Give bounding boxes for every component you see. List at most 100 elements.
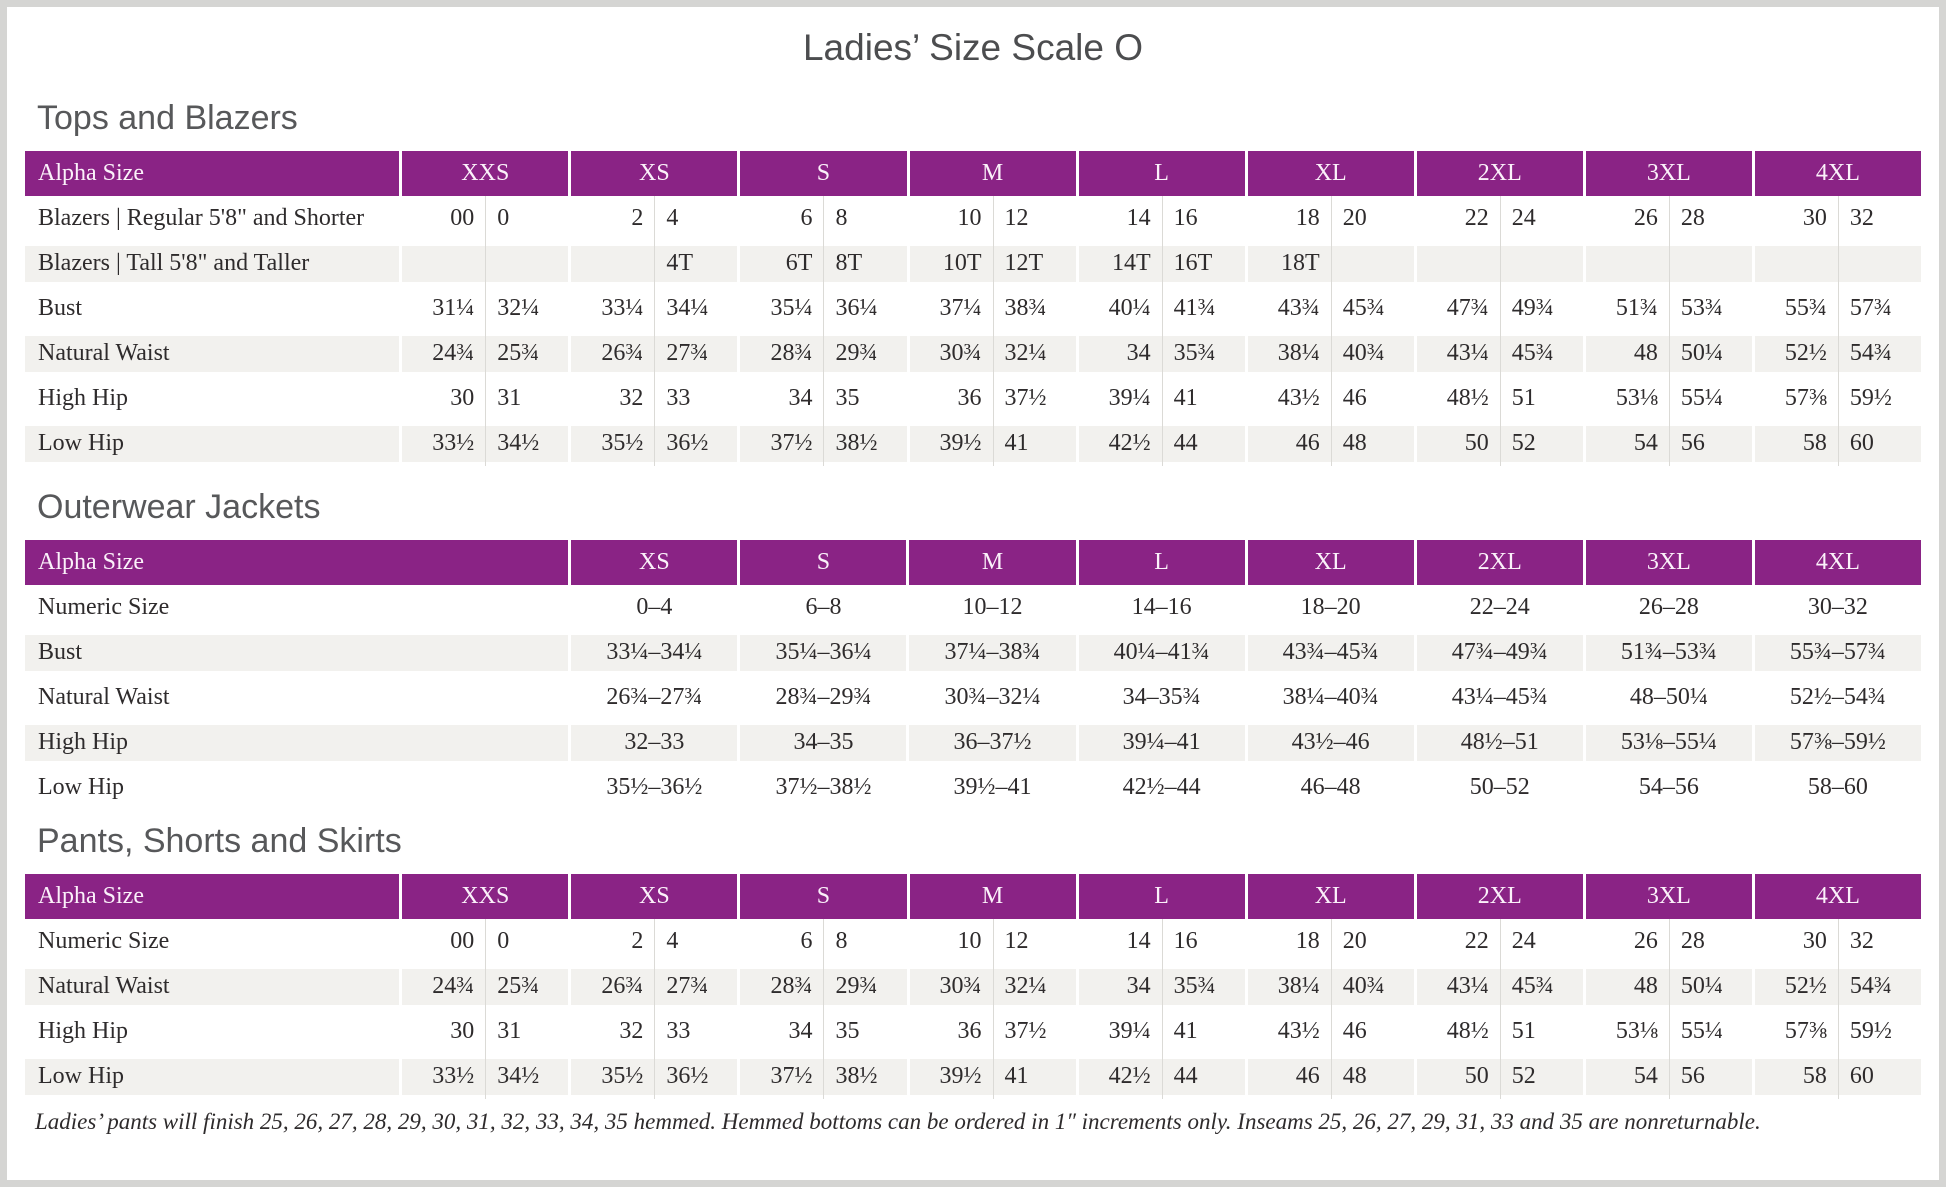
size-value-cell: 50¼ [1668,331,1752,376]
size-value-cell: 50–52 [1413,765,1583,810]
size-value-cell: 28¾ [770,973,813,999]
size-group: 28¾ 29¾ [737,964,906,1009]
size-value-cell: 43½ [1277,1018,1320,1044]
size-group: 43¼ 45¾ [1413,331,1583,376]
size-value-cell: 53¾ [1668,286,1752,331]
size-group: 55¾ 57¾ [1751,286,1921,331]
row-label-cell: Blazers | Regular 5'8" and Shorter [38,205,365,231]
size-value-cell: 30 [1802,928,1827,954]
size-value-cell [1668,241,1752,286]
page-title: Ladies’ Size Scale O [802,27,1144,68]
size-value-cell: 38¼ [1277,973,1320,999]
size-value-cell: 54–56 [1582,765,1752,810]
size-group: 30 31 [399,376,568,421]
size-value-cell: 22 [1464,205,1489,231]
size-group-header-cell: 4XL [1751,540,1921,585]
size-value-cell [1330,241,1414,286]
size-value-cell: 45¾ [1499,964,1583,1009]
size-value-cell: 10–12 [906,585,1075,630]
table-header-row: Alpha Size XXS XS S M L XL 2XL 3XL 4XL [25,874,1921,919]
size-value-cell: 30¾ [939,340,982,366]
size-group: 00 0 [399,196,568,241]
size-value-cell: 43¾–45¾ [1244,630,1414,675]
size-value-cell: 29¾ [823,331,906,376]
size-value-cell: 40¼–41¾ [1075,630,1245,675]
section-heading-tops-blazers: Tops and Blazers [37,99,298,137]
size-group [1413,241,1583,286]
size-group: 26¾ 27¾ [568,964,737,1009]
size-value-cell: 00 [450,205,475,231]
size-value-cell: 24¾ [432,340,475,366]
table-row: Natural Waist 24¾ 25¾ 26¾ 27¾ 28¾ 29¾ 30¾ 32¼ 34 3… [25,964,1921,1009]
size-group: 6T 8T [737,241,906,286]
size-table-pants-shorts-skirts: Alpha Size XXS XS S M L XL 2XL 3XL 4XL Numeric Siz… [25,874,1921,1099]
size-group: 14 16 [1075,196,1245,241]
size-value-cell: 16T [1161,241,1245,286]
size-value-cell: 35¾ [1161,964,1245,1009]
size-value-cell: 37½ [992,1009,1076,1054]
size-value-cell: 39½ [939,1063,982,1089]
size-value-cell [402,241,485,286]
size-value-cell: 57¾ [1837,286,1921,331]
size-value-cell: 39½–41 [906,765,1075,810]
size-value-cell: 39¼ [1108,385,1151,411]
size-value-cell: 30–32 [1751,585,1921,630]
size-group: 32 33 [568,376,737,421]
size-group-header-cell: 4XL [1751,874,1921,919]
table-row: Natural Waist 26¾–27¾ 28¾–29¾ 30¾–32¼ 34–35¾… [25,675,1921,720]
footnote: Ladies’ pants will finish 25, 26, 27, 28… [35,1109,1761,1134]
size-group: 43½ 46 [1244,376,1414,421]
size-value-cell: 43¼–45¾ [1413,675,1583,720]
size-group: 51¾ 53¾ [1582,286,1752,331]
size-group-header-cell: S [737,540,907,585]
size-value-cell: 10 [957,928,982,954]
size-value-cell: 32 [619,1018,644,1044]
size-group-header-cell: 4XL [1751,151,1921,196]
size-value-cell: 52 [1499,1054,1583,1099]
size-value-cell: 46 [1295,1063,1320,1089]
size-value-cell: 46 [1295,430,1320,456]
size-group: 46 48 [1244,1054,1414,1099]
size-value-cell: 14–16 [1075,585,1245,630]
size-value-cell: 43½–46 [1244,720,1414,765]
size-value-cell: 27¾ [654,331,737,376]
size-value-cell: 53⅛ [1615,1018,1658,1044]
size-group-header-cell: 2XL [1413,874,1583,919]
size-group: 30¾ 32¼ [906,964,1076,1009]
size-group-header-cell: 2XL [1413,540,1583,585]
table-header-row: Alpha Size XS S M L XL 2XL 3XL 4XL [25,540,1921,585]
size-group: 42½ 44 [1075,1054,1245,1099]
size-value-cell: 46 [1330,1009,1414,1054]
size-group: 33½ 34½ [399,1054,568,1099]
alpha-size-header-cell: Alpha Size [25,151,400,196]
size-group: 26¾ 27¾ [568,331,737,376]
size-value-cell: 10 [957,205,982,231]
size-group: 58 60 [1751,1054,1921,1099]
size-value-cell: 26¾ [601,973,644,999]
size-value-cell: 24 [1499,196,1583,241]
size-group-header-cell: XS [568,874,738,919]
size-table-outerwear-jackets: Alpha Size XS S M L XL 2XL 3XL 4XL Numeric Size 0–… [25,540,1921,810]
size-value-cell: 33¼ [601,295,644,321]
size-value-cell: 31 [485,1009,568,1054]
size-value-cell: 43¼ [1446,973,1489,999]
size-value-cell: 40¼ [1108,295,1151,321]
size-group: 37¼ 38¾ [906,286,1076,331]
size-value-cell [1499,241,1583,286]
size-value-cell: 27¾ [654,964,737,1009]
size-value-cell: 8 [823,196,906,241]
size-value-cell: 26–28 [1582,585,1752,630]
size-group: 38¼ 40¾ [1244,331,1414,376]
size-value-cell: 00 [450,928,475,954]
size-value-cell: 14T [1111,250,1151,276]
size-value-cell: 4 [654,196,737,241]
size-group: 48½ 51 [1413,1009,1583,1054]
size-value-cell: 30¾–32¼ [906,675,1075,720]
size-value-cell: 55¼ [1668,1009,1752,1054]
size-value-cell: 40¾ [1330,331,1414,376]
size-table-tops-blazers: Alpha Size XXS XS S M L XL 2XL 3XL 4XL Blazers | R… [25,151,1921,466]
size-value-cell: 12T [992,241,1076,286]
size-value-cell: 52½–54¾ [1751,675,1921,720]
size-value-cell: 38¼–40¾ [1244,675,1414,720]
